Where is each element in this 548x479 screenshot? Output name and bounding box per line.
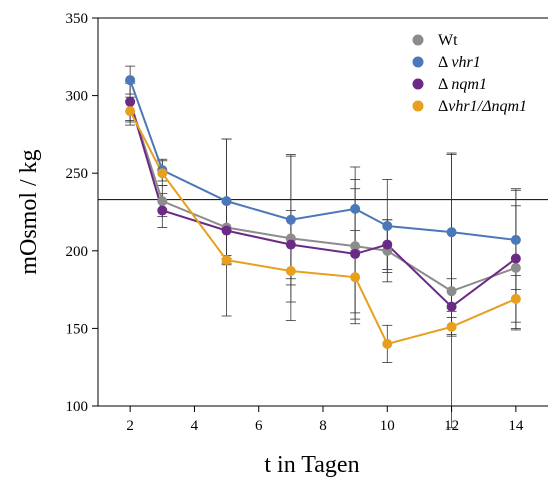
data-point — [221, 196, 232, 207]
data-point — [510, 253, 521, 264]
data-point — [446, 227, 457, 238]
data-point — [157, 168, 168, 179]
series-line — [129, 101, 517, 308]
data-point — [125, 96, 136, 107]
series-line — [129, 101, 517, 293]
data-points — [125, 75, 521, 349]
legend-marker — [412, 78, 424, 90]
error-bars — [125, 65, 521, 429]
x-tick-label: 12 — [444, 418, 459, 434]
series-lines — [129, 79, 517, 346]
y-tick-label: 250 — [66, 166, 89, 182]
legend-marker — [412, 34, 424, 46]
data-point — [446, 286, 457, 297]
data-point — [285, 214, 296, 225]
data-point — [285, 265, 296, 276]
x-tick-label: 4 — [191, 418, 199, 434]
legend-label: Δvhr1/Δnqm1 — [438, 98, 527, 115]
legend-label: Wt — [438, 32, 458, 49]
legend-marker — [412, 100, 424, 112]
legend-label: Δ nqm1 — [438, 76, 487, 93]
y-tick-label: 300 — [66, 89, 89, 105]
y-tick-label: 150 — [66, 321, 89, 337]
data-point — [350, 203, 361, 214]
legend-marker — [412, 56, 424, 68]
y-tick-label: 100 — [66, 399, 89, 415]
data-point — [510, 293, 521, 304]
data-point — [157, 205, 168, 216]
y-tick-label: 200 — [66, 244, 89, 260]
x-tick-label: 2 — [126, 418, 134, 434]
x-tick-label: 10 — [380, 418, 395, 434]
data-point — [350, 241, 361, 252]
data-point — [157, 196, 168, 207]
data-point — [382, 239, 393, 250]
data-point — [510, 262, 521, 273]
x-tick-label: 6 — [255, 418, 263, 434]
data-point — [350, 272, 361, 283]
data-point — [510, 234, 521, 245]
data-point — [350, 248, 361, 259]
series-line — [129, 79, 516, 241]
y-tick-label: 350 — [66, 11, 89, 27]
x-tick-label: 14 — [508, 418, 524, 434]
data-point — [221, 225, 232, 236]
data-point — [446, 321, 457, 332]
data-point — [446, 301, 457, 312]
data-point — [125, 75, 136, 86]
x-tick-label: 8 — [319, 418, 327, 434]
legend-label: Δ vhr1 — [438, 54, 481, 71]
data-point — [285, 239, 296, 250]
data-point — [382, 338, 393, 349]
tick-labels: 100 150 200 250 300 350 2 4 6 8 10 12 14 — [66, 11, 524, 434]
data-point — [125, 106, 136, 117]
data-point — [382, 220, 393, 231]
axes — [92, 17, 548, 412]
x-axis-title: t in Tagen — [264, 452, 359, 478]
y-axis-title: mOsmol / kg — [16, 149, 42, 274]
legend: Wt Δ vhr1 Δ nqm1 Δvhr1/Δnqm1 — [412, 32, 527, 115]
data-point — [221, 255, 232, 266]
series-line — [129, 110, 517, 346]
